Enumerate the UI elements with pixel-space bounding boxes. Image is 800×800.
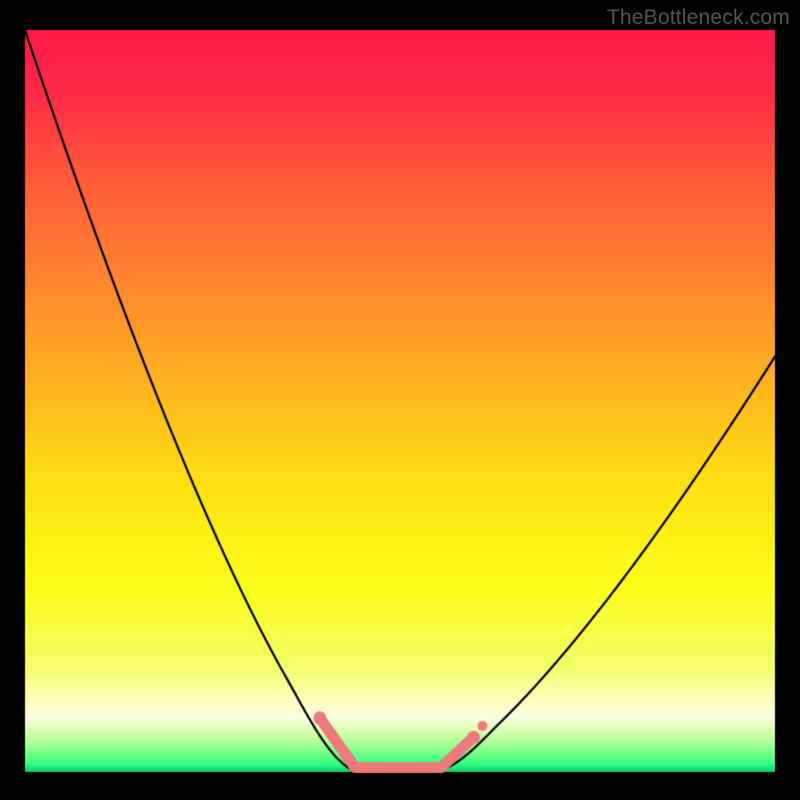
- watermark-text: TheBottleneck.com: [607, 6, 790, 30]
- bottleneck-chart: [0, 0, 800, 800]
